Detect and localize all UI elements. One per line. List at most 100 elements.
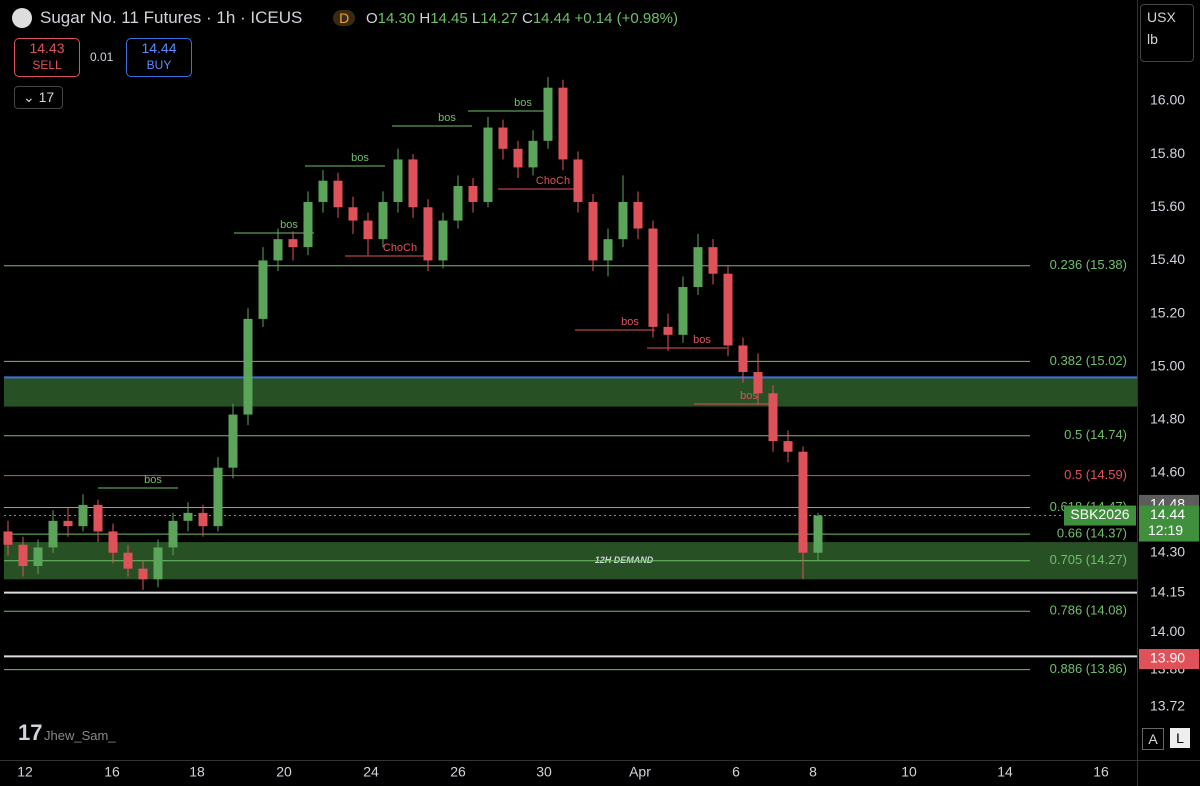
candle-body (348, 207, 358, 221)
y-tick-label: 14.60 (1150, 464, 1185, 480)
structure-label: bos (351, 152, 369, 164)
countdown: 12:19 (1148, 522, 1183, 538)
fib-label: 0.886 (13.86) (1050, 661, 1127, 676)
sell-price: 14.43 (29, 40, 65, 56)
x-tick-label: 12 (17, 764, 33, 780)
candle-body (528, 140, 538, 168)
logo (12, 8, 32, 28)
candle-body (453, 186, 463, 221)
structure-label: bos (514, 97, 532, 109)
candle-body (123, 552, 133, 569)
l: 14.27 (480, 10, 518, 27)
y-tick-label: 14.80 (1150, 411, 1185, 427)
x-tick-label: 10 (901, 764, 917, 780)
fib-label: 0.66 (14.37) (1057, 526, 1127, 541)
symbol-title: Sugar No. 11 Futures · 1h · ICEUS (40, 8, 303, 27)
x-tick-label: 8 (809, 764, 817, 780)
candle-body (228, 414, 238, 468)
spread: 0.01 (90, 50, 114, 64)
legend: Sugar No. 11 Futures · 1h · ICEUS D O14.… (40, 8, 678, 28)
o: 14.30 (377, 10, 416, 27)
candle-body (618, 201, 628, 240)
ohlc: O14.30 H14.45 L14.27 C14.44 +0.14 (+0.98… (366, 10, 678, 27)
candle-body (183, 512, 193, 521)
candle-body (273, 239, 283, 261)
candle-body (393, 159, 403, 202)
x-tick-label: 14 (997, 764, 1013, 780)
candle-body (18, 544, 28, 567)
candle-body (423, 207, 433, 261)
candle-body (63, 520, 73, 527)
candle-body (3, 531, 13, 545)
candle-body (738, 345, 748, 373)
candle-body (798, 451, 808, 553)
l-label: L (471, 10, 481, 27)
candle-body (723, 273, 733, 346)
candle-body (813, 515, 823, 553)
badge: D (333, 10, 356, 26)
candle-body (108, 531, 118, 553)
fib-label: 0.382 (15.02) (1050, 353, 1127, 368)
sell-button[interactable]: 14.43 SELL (14, 38, 80, 77)
y-tick-label: 15.40 (1150, 251, 1185, 267)
candle-body (588, 201, 598, 261)
x-tick-label: 16 (104, 764, 120, 780)
fib-label: 0.5 (14.74) (1064, 427, 1127, 442)
x-tick-label: 16 (1093, 764, 1109, 780)
indicators-toggle[interactable]: ⌄ 17 (14, 86, 64, 109)
candle-body (753, 372, 763, 394)
candle-body (603, 239, 613, 261)
y-tick-label: 15.20 (1150, 304, 1185, 320)
structure-label: bos (144, 474, 162, 486)
candle-body (783, 441, 793, 452)
y-tick-label: 14.00 (1150, 623, 1185, 639)
h: 14.45 (430, 10, 468, 27)
fib-label: 0.236 (15.38) (1050, 257, 1127, 272)
candle-body (213, 467, 223, 527)
candle-body (468, 186, 478, 202)
candle-body (483, 127, 493, 202)
candle-body (648, 228, 658, 327)
x-tick-label: 6 (732, 764, 740, 780)
indicator-count: 17 (38, 89, 55, 105)
candle-body (78, 504, 88, 527)
candle-body (378, 201, 388, 240)
y-tick-label: 16.00 (1150, 92, 1185, 108)
candle-body (708, 247, 718, 274)
structure-label: bos (693, 334, 711, 346)
candle-body (573, 159, 583, 202)
fib-label: 0.786 (14.08) (1050, 603, 1127, 618)
price-tag (1139, 505, 1199, 542)
candle-body (498, 127, 508, 149)
symbol-tag (1064, 505, 1136, 526)
change: +0.14 (+0.98%) (574, 10, 678, 27)
candle-body (678, 286, 688, 335)
candle-body (633, 201, 643, 229)
zone (4, 377, 1137, 407)
structure-label: bos (280, 219, 298, 231)
candle-body (33, 547, 43, 567)
price-tag-label: 13.90 (1150, 650, 1185, 666)
currency-box[interactable]: USX lb (1140, 4, 1194, 62)
candle-body (438, 220, 448, 261)
buy-button[interactable]: 14.44 BUY (126, 38, 192, 77)
watermark: Jhew_Sam_ (44, 728, 116, 743)
fib-label: 0.705 (14.27) (1050, 552, 1127, 567)
candle-body (153, 547, 163, 580)
candle-body (663, 326, 673, 335)
auto-scale[interactable]: A (1142, 728, 1164, 750)
x-tick-label: Apr (629, 764, 651, 780)
candle-body (168, 520, 178, 548)
candle-body (513, 148, 523, 168)
structure-label: bos (438, 112, 456, 124)
candle-body (258, 260, 268, 319)
tv-logo: 17 (18, 720, 43, 745)
candle-body (408, 159, 418, 208)
candle-body (543, 87, 553, 141)
log-scale[interactable]: L (1170, 728, 1190, 748)
x-tick-label: 26 (450, 764, 466, 780)
structure-label: ChoCh (536, 175, 570, 187)
c: 14.44 (532, 10, 571, 27)
